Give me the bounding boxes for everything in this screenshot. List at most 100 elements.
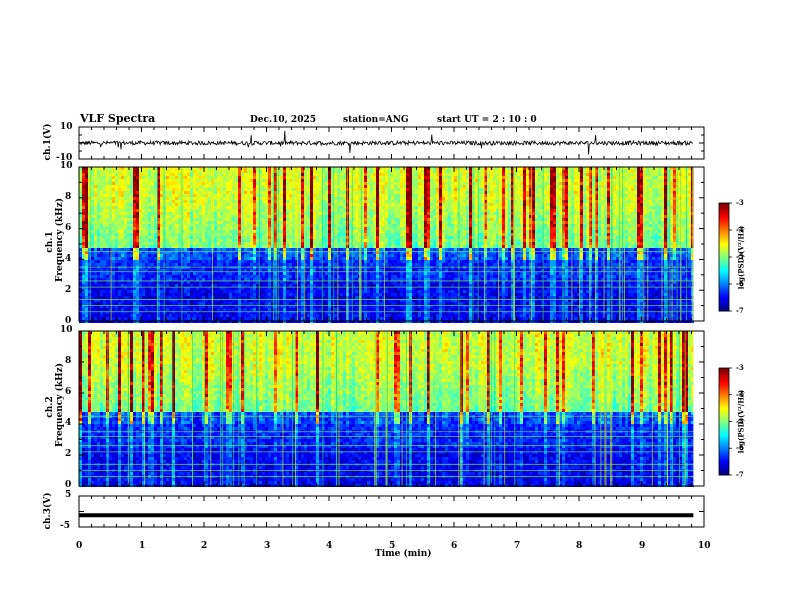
p2-cell — [328, 215, 331, 218]
p2-cell — [175, 188, 178, 191]
p2-cell — [244, 200, 247, 203]
p2-cell — [139, 263, 142, 266]
p2-cell — [331, 257, 334, 260]
p2-cell — [307, 197, 310, 200]
p2-cell — [226, 212, 229, 215]
p2-cell — [175, 272, 178, 275]
p2-cell — [139, 308, 142, 311]
p2-cell — [334, 209, 337, 212]
p2-cell — [208, 182, 211, 185]
p2-cell — [139, 203, 142, 206]
p2-cell — [181, 314, 184, 317]
p2-cell — [331, 170, 334, 173]
p2-cell — [139, 296, 142, 299]
p2-cell — [295, 281, 298, 284]
p2-cell — [271, 185, 274, 188]
p2-cell — [148, 191, 151, 194]
p2-cell — [325, 179, 328, 182]
p2-cell — [178, 218, 181, 221]
p2-cell — [208, 284, 211, 287]
p2-cell — [256, 221, 259, 224]
p2-cell — [253, 236, 256, 239]
p2-cell — [82, 299, 85, 302]
p2-cell — [307, 209, 310, 212]
p2-cell — [151, 185, 154, 188]
p2-cell — [304, 179, 307, 182]
p2-cell — [112, 317, 115, 320]
p2-cell — [178, 257, 181, 260]
p2-cell — [349, 215, 352, 218]
p2-cell — [121, 245, 124, 248]
p2-cell — [301, 233, 304, 236]
p2-cell — [88, 230, 91, 233]
p2-cell — [292, 236, 295, 239]
p2-cell — [322, 185, 325, 188]
p2-cell — [115, 260, 118, 263]
p2-cell — [274, 233, 277, 236]
p2-cell — [133, 245, 136, 248]
p2-cell — [88, 251, 91, 254]
p2-cell — [91, 272, 94, 275]
p2-cell — [85, 224, 88, 227]
p2-cell — [202, 233, 205, 236]
p2-cell — [310, 227, 313, 230]
p2-cell — [130, 308, 133, 311]
p2-cell — [229, 248, 232, 251]
p2-cell — [283, 215, 286, 218]
p2-cell — [130, 221, 133, 224]
p2-cell — [355, 287, 358, 290]
p2-cell — [262, 269, 265, 272]
p2-cell — [124, 317, 127, 320]
p2-cell — [298, 206, 301, 209]
p2-cell — [307, 275, 310, 278]
p2-cell — [274, 284, 277, 287]
p2-cell — [187, 293, 190, 296]
p2-cell — [181, 197, 184, 200]
p2-cell — [325, 188, 328, 191]
p2-cell — [112, 212, 115, 215]
p2-cell — [301, 278, 304, 281]
p2-cell — [115, 170, 118, 173]
p2-cell — [256, 251, 259, 254]
p2-cell — [148, 227, 151, 230]
p2-cell — [343, 290, 346, 293]
p2-cell — [316, 269, 319, 272]
p2-cell — [322, 260, 325, 263]
p2-cell — [136, 299, 139, 302]
p2-cell — [328, 278, 331, 281]
p2-cell — [178, 284, 181, 287]
p2-cell — [199, 185, 202, 188]
p2-cell — [331, 203, 334, 206]
p2-cell — [109, 275, 112, 278]
p2-cell — [217, 287, 220, 290]
p2-cell — [343, 263, 346, 266]
p2-cell — [214, 299, 217, 302]
p2-cell — [136, 173, 139, 176]
p2-cell — [262, 278, 265, 281]
p2-cell — [181, 194, 184, 197]
p2-cell — [265, 314, 268, 317]
p2-cell — [328, 191, 331, 194]
p2-cell — [274, 200, 277, 203]
p2-cell — [316, 251, 319, 254]
p2-cell — [85, 254, 88, 257]
p2-cell — [253, 215, 256, 218]
p2-cell — [322, 221, 325, 224]
p2-cell — [265, 179, 268, 182]
p2-cell — [247, 263, 250, 266]
p2-cell — [325, 296, 328, 299]
p2-cell — [298, 281, 301, 284]
p2-cell — [127, 185, 130, 188]
p2-cell — [232, 314, 235, 317]
p2-cell — [175, 200, 178, 203]
p2-cell — [262, 239, 265, 242]
p2-cell — [217, 179, 220, 182]
p2-cell — [187, 275, 190, 278]
p2-cell — [286, 245, 289, 248]
p2-cell — [196, 236, 199, 239]
p2-cell — [100, 269, 103, 272]
p2-cell — [175, 278, 178, 281]
p2-cell — [289, 212, 292, 215]
p2-cell — [181, 173, 184, 176]
p2-cell — [355, 254, 358, 257]
